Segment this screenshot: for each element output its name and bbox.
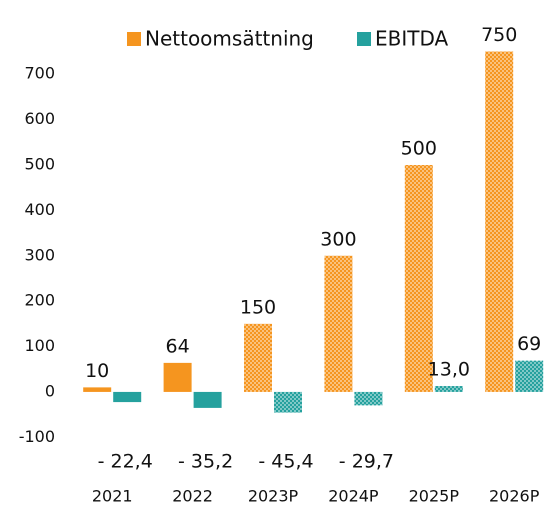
- bar: [485, 51, 514, 392]
- x-tick-label: 2024P: [328, 487, 379, 506]
- value-label: 500: [401, 138, 437, 160]
- x-tick-label: 2023P: [248, 487, 299, 506]
- value-label: 150: [240, 296, 276, 318]
- bar: [274, 391, 302, 413]
- y-tick-label: 100: [24, 336, 55, 355]
- value-label: - 22,4: [98, 451, 153, 473]
- x-tick-label: 2026P: [489, 487, 540, 506]
- value-label: 64: [166, 335, 190, 357]
- y-tick-label: -100: [19, 427, 55, 446]
- x-tick-label: 2022: [172, 487, 213, 506]
- bar: [244, 323, 272, 392]
- legend-label: Nettoomsättning: [145, 27, 314, 51]
- bar: [163, 362, 192, 392]
- value-label: - 35,2: [178, 451, 233, 473]
- y-tick-label: 300: [24, 245, 55, 264]
- bar: [113, 391, 142, 403]
- bar: [354, 391, 383, 406]
- bar: [324, 255, 353, 392]
- value-label: 69: [517, 333, 541, 355]
- y-tick-label: 600: [24, 109, 55, 128]
- bar: [193, 391, 222, 408]
- legend-swatch: [127, 32, 141, 46]
- legend-swatch: [357, 32, 371, 46]
- y-tick-label: 400: [24, 200, 55, 219]
- y-tick-label: 0: [45, 381, 55, 400]
- x-tick-label: 2021: [92, 487, 133, 506]
- x-tick-label: 2025P: [409, 487, 460, 506]
- bar: [404, 165, 433, 392]
- legend-label: EBITDA: [375, 27, 449, 51]
- value-label: - 45,4: [258, 451, 313, 473]
- value-label: 300: [320, 228, 356, 250]
- value-label: 13,0: [428, 359, 470, 381]
- value-label: 750: [481, 24, 517, 46]
- y-tick-label: 700: [24, 64, 55, 83]
- bar: [83, 387, 112, 392]
- value-label: - 29,7: [339, 451, 394, 473]
- y-tick-label: 500: [24, 155, 55, 174]
- value-label: 10: [85, 360, 109, 382]
- y-tick-label: 200: [24, 291, 55, 310]
- bar: [515, 360, 544, 392]
- bar: [434, 386, 463, 392]
